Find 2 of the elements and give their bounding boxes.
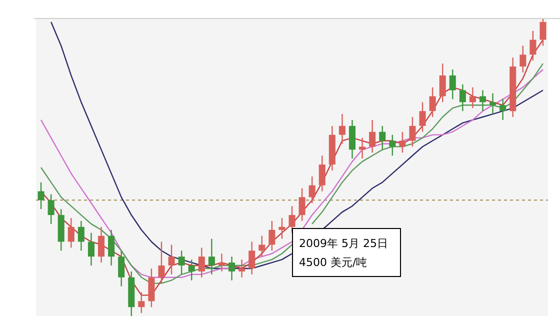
annotation: 2009年 5月 25日 bbox=[299, 236, 388, 252]
annotation: 4500 美元/吨 bbox=[299, 255, 368, 271]
